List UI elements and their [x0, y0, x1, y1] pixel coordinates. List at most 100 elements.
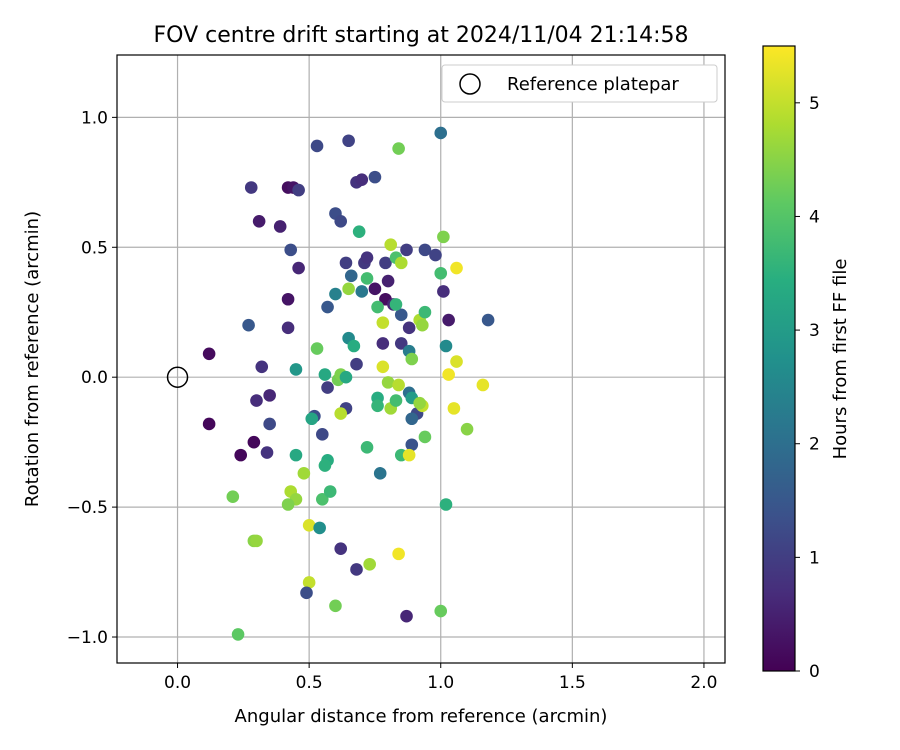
- reference-point: [166, 366, 189, 388]
- data-point: [321, 300, 334, 314]
- data-point: [355, 285, 369, 298]
- data-point: [202, 417, 216, 431]
- data-point: [434, 604, 448, 618]
- data-point: [289, 448, 303, 462]
- data-point: [297, 467, 311, 480]
- data-point: [342, 282, 355, 296]
- data-point: [292, 183, 305, 197]
- data-point: [400, 243, 413, 257]
- data-point: [416, 318, 429, 332]
- data-point: [389, 298, 403, 311]
- y-axis-label: Rotation from reference (arcmin): [22, 211, 43, 507]
- colorbar-gradient: [762, 45, 796, 672]
- data-point: [339, 256, 353, 270]
- data-point: [263, 417, 276, 431]
- x-axis-label: Angular distance from reference (arcmin): [235, 706, 608, 727]
- data-point: [302, 518, 316, 532]
- data-point: [434, 266, 448, 280]
- colorbar-tick-label: 3: [809, 321, 820, 341]
- x-tick-label: 1.0: [427, 673, 454, 693]
- data-point: [376, 337, 390, 350]
- data-point: [392, 378, 405, 392]
- data-point: [476, 378, 490, 392]
- colorbar-tick-label: 1: [809, 548, 820, 568]
- y-tick-label: −1.0: [67, 628, 108, 648]
- data-point: [439, 339, 453, 353]
- data-point: [450, 261, 463, 275]
- data-point: [323, 485, 337, 498]
- data-point: [234, 448, 248, 462]
- data-point: [394, 337, 408, 350]
- data-point: [405, 438, 419, 452]
- data-point: [250, 394, 263, 407]
- data-point: [318, 368, 332, 381]
- data-point: [400, 609, 413, 623]
- data-point: [381, 376, 395, 389]
- y-tick-label: −0.5: [67, 498, 108, 518]
- data-point: [352, 225, 366, 238]
- data-point: [315, 493, 329, 506]
- data-point: [355, 173, 369, 187]
- x-tick-label: 0.0: [164, 673, 191, 693]
- data-point: [360, 251, 374, 264]
- data-point: [305, 412, 319, 426]
- data-point: [418, 243, 432, 257]
- data-point: [284, 243, 298, 257]
- data-point: [310, 342, 324, 355]
- legend-entry-reference: Reference platepar: [507, 74, 679, 95]
- data-point: [439, 498, 453, 511]
- colorbar-tick-label: 4: [809, 207, 820, 227]
- legend-marker-circle: [459, 73, 481, 95]
- data-point: [231, 628, 245, 641]
- data-point: [226, 490, 240, 504]
- data-points: [202, 126, 495, 641]
- data-point: [376, 316, 390, 329]
- y-tick-label: 1.0: [81, 108, 108, 128]
- data-point: [281, 498, 295, 511]
- data-point: [392, 547, 405, 561]
- data-point: [447, 402, 461, 415]
- data-point: [339, 370, 353, 384]
- legend: Reference platepar: [441, 64, 718, 103]
- data-point: [402, 448, 416, 462]
- data-point: [263, 389, 276, 402]
- data-point: [376, 360, 390, 374]
- x-tick-label: 2.0: [690, 673, 717, 693]
- data-point: [300, 586, 313, 600]
- data-point: [202, 347, 216, 361]
- reference-marker: [166, 366, 189, 388]
- colorbar-tick-label: 2: [809, 435, 820, 455]
- data-point: [302, 576, 316, 589]
- data-point: [289, 363, 303, 376]
- data-point: [329, 599, 342, 613]
- data-point: [360, 272, 374, 285]
- legend-box: [441, 64, 718, 103]
- data-point: [313, 521, 326, 535]
- data-point: [334, 214, 348, 228]
- data-point: [460, 422, 474, 436]
- data-point: [418, 430, 432, 444]
- chart-title: FOV centre drift starting at 2024/11/04 …: [154, 23, 689, 48]
- y-tick-label: 0.5: [81, 238, 108, 258]
- x-axis-ticks: 0.0 0.5 1.0 1.5 2.0: [164, 663, 717, 693]
- data-point: [347, 339, 361, 353]
- data-point: [389, 394, 403, 407]
- data-point: [405, 352, 419, 366]
- data-point: [342, 134, 355, 148]
- y-tick-label: 0.0: [81, 368, 108, 388]
- data-point: [321, 381, 334, 394]
- data-point: [247, 435, 261, 449]
- data-point: [244, 181, 258, 194]
- data-point: [371, 300, 384, 314]
- data-point: [384, 238, 398, 251]
- data-point: [371, 399, 384, 413]
- colorbar-tick-label: 0: [809, 662, 820, 682]
- plot-frame: [116, 54, 726, 664]
- x-tick-label: 0.5: [296, 673, 323, 693]
- data-point: [242, 318, 255, 332]
- colorbar-ticks: 0 1 2 3 4 5: [795, 94, 820, 682]
- data-point: [373, 467, 387, 480]
- data-point: [273, 220, 287, 233]
- data-point: [360, 441, 374, 454]
- data-point: [281, 321, 295, 335]
